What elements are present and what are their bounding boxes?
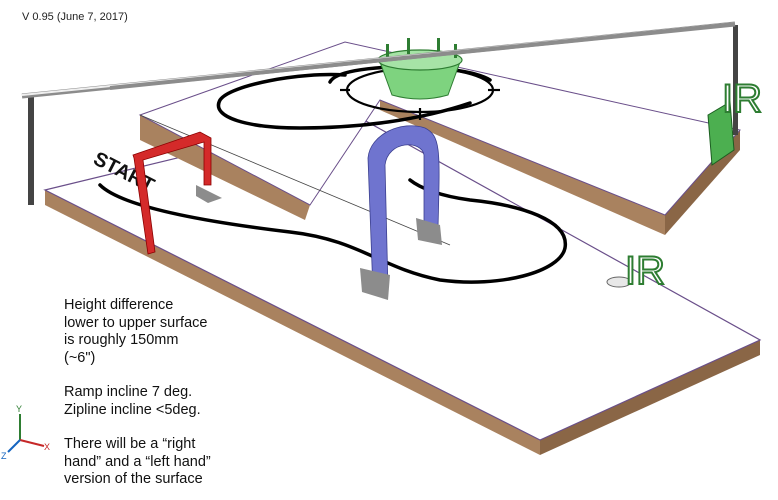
blue-arch: [360, 125, 442, 300]
note-line: Ramp incline 7 deg.: [64, 384, 193, 400]
track-upper-loop: [216, 72, 472, 130]
ir-label-lower: IR: [625, 249, 665, 293]
note-line: lower to upper surface: [64, 314, 208, 331]
axis-y-label: Y: [16, 404, 22, 414]
upper-board-top-surface: [138, 41, 741, 216]
field-notes: Height difference lower to upper surface…: [64, 297, 274, 500]
track-lower-loop: [98, 178, 567, 284]
red-gate: [132, 131, 222, 255]
lower-board-right-edge: [540, 340, 760, 455]
red-gate-frame: [132, 131, 212, 255]
note-line: (~6"): [64, 349, 96, 366]
zipline: [21, 21, 738, 205]
zipline-left-tower: [28, 95, 34, 205]
lower-board: [43, 114, 762, 455]
zipline-cable-front: [109, 22, 736, 90]
note-line: hand” and a “left hand”: [64, 453, 211, 470]
axis-z-label: Z: [1, 451, 7, 461]
axis-x-line: [19, 439, 45, 447]
note-height: Height difference lower to upper surface…: [64, 297, 274, 367]
ir-beacon-upper-box: [707, 101, 735, 166]
blue-arch-frame: [367, 125, 440, 293]
axis-x-label: X: [44, 442, 50, 452]
red-gate-foot: [196, 185, 222, 203]
lower-board-front-edge: [45, 190, 540, 455]
note-line: version of the surface: [64, 471, 203, 487]
axis-z-line: [7, 439, 21, 453]
ir-label-upper: IR: [722, 77, 762, 121]
axis-triad: Y X Z: [1, 404, 50, 461]
green-basket: [377, 38, 463, 100]
note-line: There will be a “right: [64, 436, 196, 452]
zipline-right-tower: [733, 25, 738, 135]
blue-arch-foot-front: [360, 268, 390, 300]
note-incline: Ramp incline 7 deg. Zipline incline <5de…: [64, 384, 274, 419]
basket-post-2: [407, 38, 410, 54]
note-versions: There will be a “right hand” and a “left…: [64, 436, 274, 489]
ir-beacon-upper: IR: [707, 76, 763, 166]
note-line: Height difference: [64, 297, 174, 313]
ir-sensor-disc: [606, 276, 632, 288]
basket-post-1: [386, 44, 389, 58]
version-label: V 0.95 (June 7, 2017): [22, 11, 128, 23]
note-line: is roughly 150mm: [64, 332, 179, 348]
note-line: Zipline incline <5deg.: [64, 401, 201, 418]
basket-post-3: [437, 38, 440, 54]
basket-body: [379, 61, 461, 100]
blue-arch-foot-back: [416, 218, 442, 245]
ir-beacon-lower: IR: [606, 248, 666, 294]
